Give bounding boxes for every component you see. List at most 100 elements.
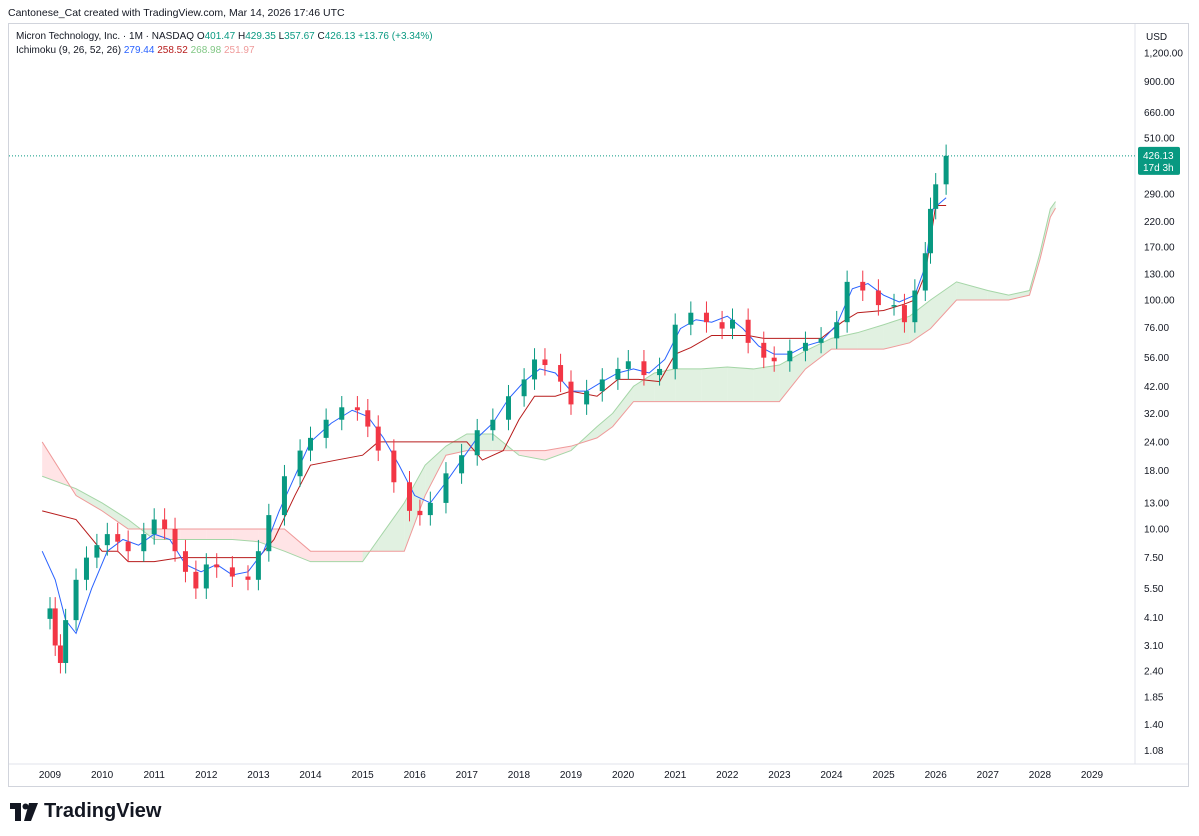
candle-body [214, 564, 220, 568]
price-tick-label: 130.00 [1144, 269, 1175, 280]
candle-body [73, 579, 79, 621]
ichimoku-cloud-segment [597, 413, 613, 438]
candle-body [641, 361, 647, 376]
candle-body [490, 419, 496, 431]
ichimoku-cloud-segment [930, 281, 957, 329]
candle-body [521, 379, 527, 397]
senkou-span-b-line [41, 207, 1056, 552]
kijun-value: 258.52 [157, 45, 188, 56]
candle-body [745, 319, 751, 343]
time-tick-label: 2013 [247, 770, 270, 781]
span-a-value: 268.98 [190, 45, 222, 56]
ichimoku-cloud-segment [102, 502, 129, 529]
candle-body [57, 645, 63, 663]
ichimoku-cloud-segment [180, 529, 207, 540]
time-tick-label: 2024 [820, 770, 843, 781]
candle-body [94, 545, 100, 558]
close-value: 426.13 [324, 31, 356, 42]
candle-body [141, 534, 147, 552]
price-tick-label: 100.00 [1144, 296, 1175, 307]
change-value: +13.76 (+3.34%) [358, 31, 433, 42]
price-legend-row: Micron Technology, Inc. · 1M · NASDAQ O4… [16, 30, 433, 44]
price-tick-label: 7.50 [1144, 553, 1164, 564]
candle-body [354, 407, 360, 411]
candle-body [245, 576, 251, 580]
price-tick-label: 24.00 [1144, 437, 1169, 448]
ichimoku-cloud-segment [612, 386, 634, 427]
legend: Micron Technology, Inc. · 1M · NASDAQ O4… [16, 30, 433, 58]
candle-body [787, 350, 793, 362]
candle-body [365, 410, 371, 427]
time-tick-label: 2014 [299, 770, 322, 781]
time-tick-label: 2028 [1029, 770, 1052, 781]
ichimoku-cloud-segment [206, 529, 233, 540]
candle-body [339, 407, 345, 420]
price-tick-label: 1.08 [1144, 746, 1164, 757]
ichimoku-cloud-segment [518, 450, 545, 461]
ichimoku-cloud-segment [76, 488, 103, 511]
high-label: H [237, 31, 246, 42]
price-tick-label: 5.50 [1144, 584, 1164, 595]
price-tick-label: 1.85 [1144, 692, 1164, 703]
candle-body [203, 564, 209, 589]
ichimoku-cloud-segment [404, 465, 426, 552]
price-tick-label: 42.00 [1144, 382, 1169, 393]
candle-body [162, 519, 168, 529]
chart-frame[interactable] [8, 23, 1189, 787]
ichimoku-cloud-segment [956, 281, 988, 300]
time-tick-label: 2025 [872, 770, 895, 781]
candle-body [427, 502, 433, 516]
time-tick-label: 2026 [925, 770, 948, 781]
candle-body [927, 208, 933, 254]
brand-name: TradingView [44, 800, 162, 822]
tradingview-brand[interactable]: TradingView [10, 800, 161, 823]
ichimoku-cloud-segment [1008, 290, 1030, 300]
candle-body [47, 608, 53, 619]
candle-body [818, 338, 824, 343]
time-tick-label: 2027 [977, 770, 1000, 781]
time-tick-label: 2010 [91, 770, 114, 781]
candle-body [761, 342, 767, 358]
ichimoku-cloud-segment [701, 366, 728, 402]
candle-body [83, 557, 89, 580]
candle-body [568, 381, 574, 405]
kijun-line [42, 205, 947, 563]
symbol-label[interactable]: Micron Technology, Inc. · 1M · NASDAQ [16, 31, 195, 42]
candle-body [229, 567, 235, 577]
time-tick-label: 2019 [560, 770, 583, 781]
candle-body [703, 312, 709, 323]
open-value: 401.47 [204, 31, 236, 42]
candle-body [771, 357, 777, 362]
tenkan-value: 279.44 [123, 45, 155, 56]
ichimoku-cloud-segment [987, 290, 1009, 300]
ichimoku-cloud-segment [779, 350, 806, 402]
ichimoku-cloud-segment [425, 446, 446, 496]
ichimoku-cloud-segment [753, 365, 780, 402]
candle-body [104, 534, 110, 546]
price-tick-label: 13.00 [1144, 498, 1169, 509]
currency-label: USD [1146, 32, 1167, 43]
ichimoku-cloud-segment [727, 366, 754, 402]
candle-body [860, 281, 866, 291]
candle-body [375, 426, 381, 451]
candle-body [599, 379, 605, 392]
senkou-span-a-line [42, 201, 1056, 563]
candle-body [625, 361, 631, 369]
candle-body [255, 551, 261, 580]
candle-body [875, 290, 881, 306]
candle-body [266, 515, 272, 552]
candle-body [52, 608, 58, 646]
attribution-header: Cantonese_Cat created with TradingView.c… [8, 7, 345, 19]
candle-body [193, 571, 199, 589]
candle-body [281, 476, 287, 516]
candle-body [802, 342, 808, 351]
candle-body [532, 359, 538, 380]
open-label: O [196, 31, 205, 42]
span-b-value: 251.97 [223, 45, 255, 56]
candle-body [672, 324, 678, 369]
candle-body [933, 184, 939, 209]
time-tick-label: 2018 [508, 770, 531, 781]
ichimoku-label[interactable]: Ichimoku (9, 26, 52, 26) [16, 45, 122, 56]
candle-body [308, 437, 313, 451]
